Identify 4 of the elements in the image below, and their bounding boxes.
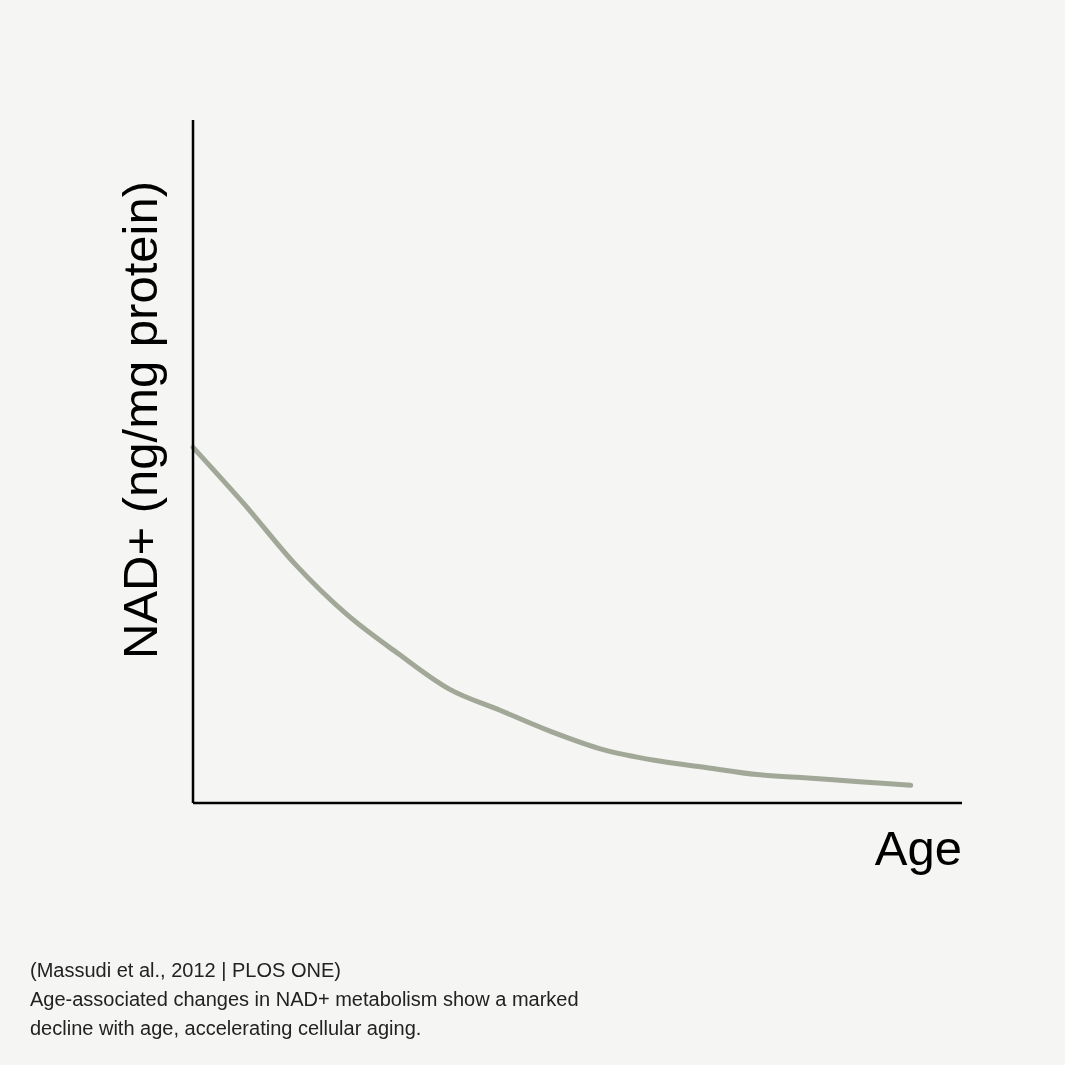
y-axis-title: NAD+ (ng/mg protein) xyxy=(112,181,168,659)
text: (Massudi et al., 2012 | PLOS ONE) xyxy=(30,958,342,983)
x-axis-title: Age xyxy=(874,820,962,876)
text: Age-associated changes in NAD+ metabolism show a marked decline with age, accelerating cellular aging. xyxy=(30,987,580,1041)
